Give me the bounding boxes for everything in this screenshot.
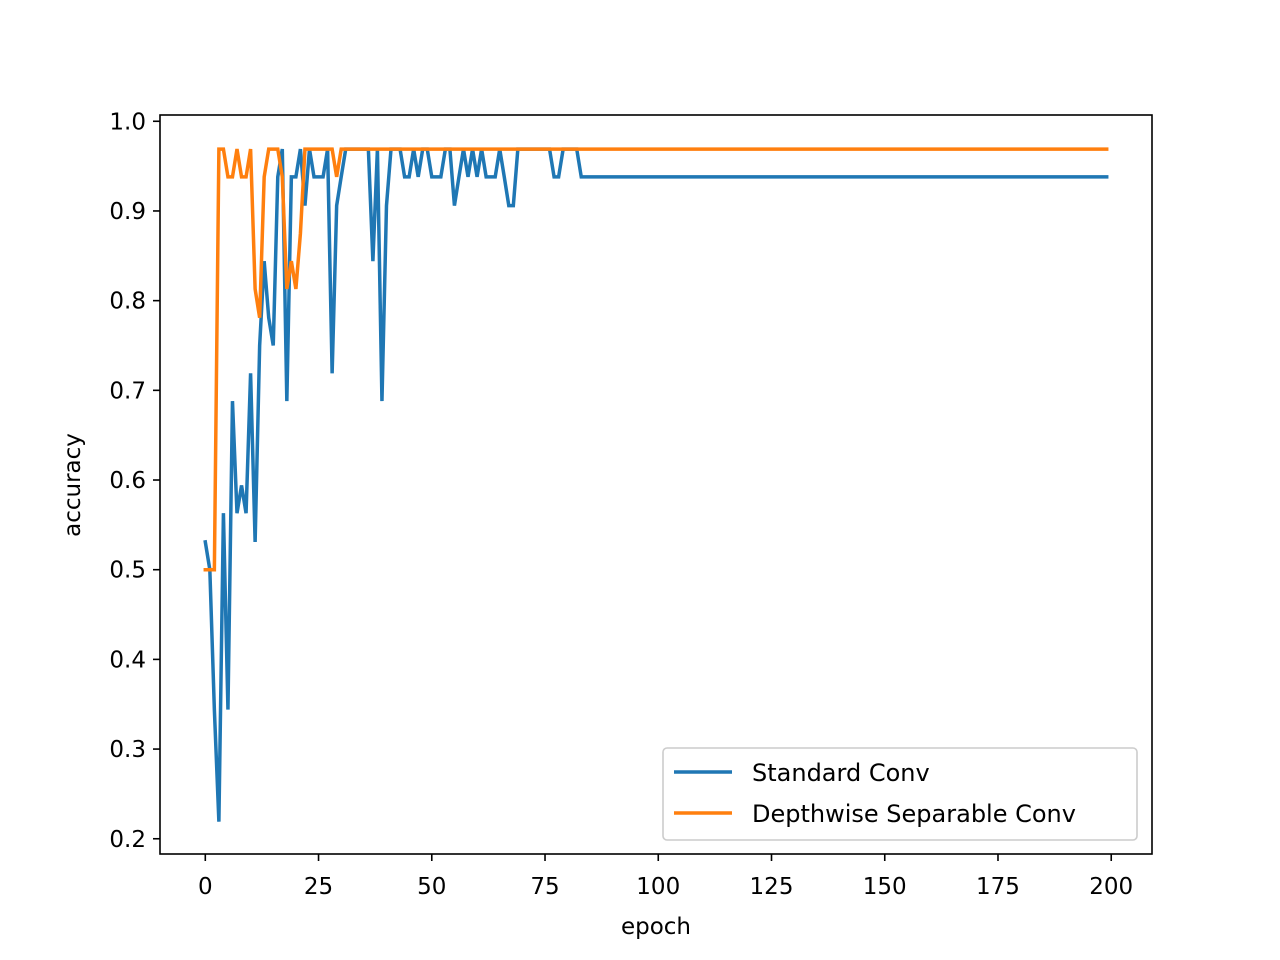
y-axis-ticks: 0.2 0.3 0.4 0.5 0.6 0.7 0.8 0.9 1.0 — [109, 109, 160, 853]
y-tick-label: 0.5 — [109, 558, 146, 584]
legend-box — [662, 747, 1138, 841]
y-tick-label: 0.7 — [109, 378, 146, 404]
y-tick-label: 0.2 — [109, 827, 146, 853]
y-axis-label: accuracy — [60, 433, 86, 537]
y-tick-label: 0.3 — [109, 737, 146, 763]
y-tick-label: 1.0 — [109, 109, 146, 135]
y-tick-label: 0.8 — [109, 289, 146, 315]
series-line-standard-conv — [203, 147, 1109, 822]
x-tick-label: 0 — [198, 874, 213, 900]
x-tick-label: 150 — [863, 874, 907, 900]
plot-lines — [203, 147, 1109, 822]
x-tick-label: 75 — [530, 874, 559, 900]
x-axis-label: epoch — [621, 914, 691, 940]
x-axis-ticks: 0 25 50 75 100 125 150 175 200 — [198, 854, 1133, 900]
x-tick-label: 50 — [417, 874, 446, 900]
y-tick-label: 0.9 — [109, 199, 146, 225]
x-tick-label: 175 — [976, 874, 1020, 900]
x-tick-label: 100 — [636, 874, 680, 900]
x-tick-label: 125 — [750, 874, 794, 900]
legend-label-depthwise-separable-conv: Depthwise Separable Conv — [752, 800, 1076, 828]
x-tick-label: 25 — [304, 874, 333, 900]
x-tick-label: 200 — [1089, 874, 1133, 900]
y-tick-label: 0.4 — [109, 647, 146, 673]
legend: Standard Conv Depthwise Separable Conv — [662, 747, 1138, 841]
y-tick-label: 0.6 — [109, 468, 146, 494]
legend-label-standard-conv: Standard Conv — [752, 759, 930, 787]
plot-area-frame — [159, 114, 1153, 855]
series-line-depthwise-separable-conv — [203, 147, 1109, 572]
